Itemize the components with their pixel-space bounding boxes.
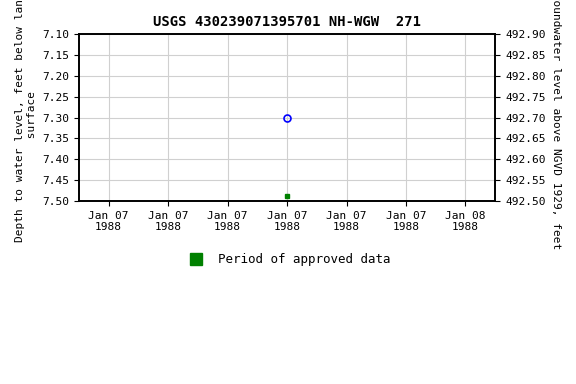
Legend: Period of approved data: Period of approved data xyxy=(179,248,396,271)
Y-axis label: Groundwater level above NGVD 1929, feet: Groundwater level above NGVD 1929, feet xyxy=(551,0,561,249)
Y-axis label: Depth to water level, feet below land
 surface: Depth to water level, feet below land su… xyxy=(15,0,37,242)
Title: USGS 430239071395701 NH-WGW  271: USGS 430239071395701 NH-WGW 271 xyxy=(153,15,421,29)
